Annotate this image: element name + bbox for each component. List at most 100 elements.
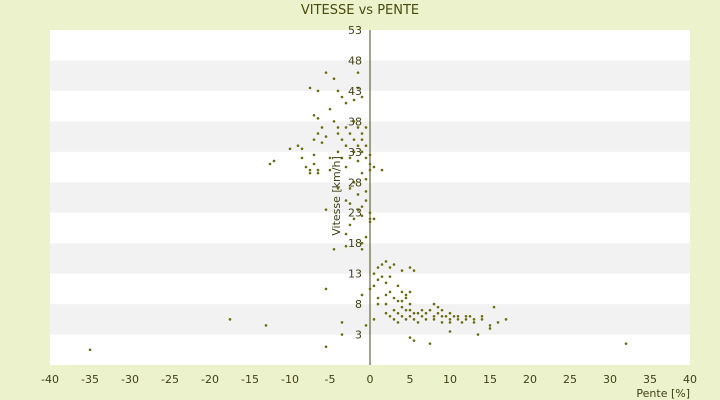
data-point — [376, 266, 380, 269]
data-point — [360, 171, 364, 175]
data-point — [400, 299, 404, 303]
data-point — [268, 162, 272, 166]
data-point — [464, 314, 468, 318]
data-point — [360, 95, 364, 99]
data-point — [312, 138, 316, 141]
data-point — [356, 193, 360, 196]
y-tick-label: 43 — [348, 85, 362, 98]
data-point — [400, 290, 404, 294]
data-point — [440, 321, 444, 324]
data-point — [344, 165, 348, 169]
data-point — [384, 260, 388, 263]
data-point — [420, 308, 424, 312]
data-point — [376, 278, 380, 282]
y-tick-label: 18 — [348, 237, 362, 250]
data-point — [344, 101, 348, 105]
data-point — [328, 156, 332, 160]
data-point — [344, 144, 348, 148]
data-point — [388, 290, 392, 294]
data-point — [436, 305, 440, 309]
data-point — [404, 293, 408, 297]
data-point — [392, 318, 396, 321]
data-point — [480, 318, 484, 321]
data-point — [316, 171, 320, 175]
data-point — [364, 190, 368, 193]
data-point — [356, 126, 360, 129]
x-tick-label: 15 — [483, 373, 497, 386]
x-tick-label: 10 — [443, 373, 457, 386]
data-point — [380, 168, 384, 172]
y-tick-label: 8 — [355, 298, 362, 311]
x-tick-label: -35 — [81, 373, 99, 386]
data-point — [300, 147, 304, 151]
data-point — [404, 308, 408, 312]
data-point — [364, 177, 368, 181]
data-point — [316, 89, 320, 93]
data-point — [348, 187, 352, 190]
x-tick-label: -15 — [241, 373, 259, 386]
data-point — [356, 144, 360, 148]
data-point — [332, 77, 336, 81]
data-point — [364, 235, 368, 239]
x-tick-label: 20 — [523, 373, 537, 386]
y-tick-label: 33 — [348, 146, 362, 159]
data-point — [348, 156, 352, 160]
data-point — [424, 311, 428, 315]
data-point — [372, 284, 376, 288]
data-point — [352, 217, 356, 221]
data-point — [448, 318, 452, 321]
data-point — [344, 244, 348, 248]
data-point — [412, 339, 416, 342]
data-point — [368, 287, 372, 291]
data-point — [396, 299, 400, 303]
data-point — [460, 321, 464, 324]
data-point — [448, 321, 452, 324]
data-point — [456, 318, 460, 321]
data-point — [624, 342, 628, 345]
data-point — [336, 126, 340, 129]
x-tick-label: -40 — [41, 373, 59, 386]
data-point — [412, 311, 416, 315]
data-point — [332, 247, 336, 251]
chart-title: VITESSE vs PENTE — [301, 3, 419, 18]
data-point — [492, 305, 496, 309]
data-point — [360, 205, 364, 208]
y-tick-label: 23 — [348, 207, 362, 220]
data-point — [364, 156, 368, 160]
data-point — [392, 296, 396, 300]
data-point — [324, 345, 328, 349]
data-point — [468, 314, 472, 318]
data-point — [432, 318, 436, 321]
y-tick-label: 28 — [348, 176, 362, 189]
data-point — [344, 199, 348, 202]
data-point — [336, 187, 340, 190]
x-axis-label: Pente [%] — [636, 387, 690, 400]
data-point — [356, 159, 360, 163]
data-point — [356, 71, 360, 74]
data-point — [380, 263, 384, 266]
data-point — [308, 171, 312, 175]
data-point — [368, 168, 372, 172]
data-point — [312, 153, 316, 157]
data-point — [404, 318, 408, 321]
data-point — [452, 314, 456, 318]
y-tick-label: 13 — [348, 268, 362, 281]
data-point — [372, 217, 376, 221]
data-point — [340, 321, 344, 324]
x-tick-label: 40 — [683, 373, 697, 386]
data-point — [320, 126, 324, 129]
data-point — [300, 156, 304, 160]
data-point — [360, 138, 364, 141]
x-axis-ticks: -40 -35 -30 -25 -20 -15 -10 -5 0 5 10 15 20 25 30 35 40 — [41, 373, 697, 386]
data-point — [352, 150, 356, 154]
data-point — [472, 321, 476, 324]
data-point — [400, 305, 404, 309]
y-tick-label: 3 — [355, 329, 362, 342]
data-point — [360, 247, 364, 251]
data-point — [272, 159, 276, 163]
data-point — [420, 314, 424, 318]
data-point — [396, 321, 400, 324]
data-point — [88, 348, 92, 352]
data-point — [436, 311, 440, 315]
